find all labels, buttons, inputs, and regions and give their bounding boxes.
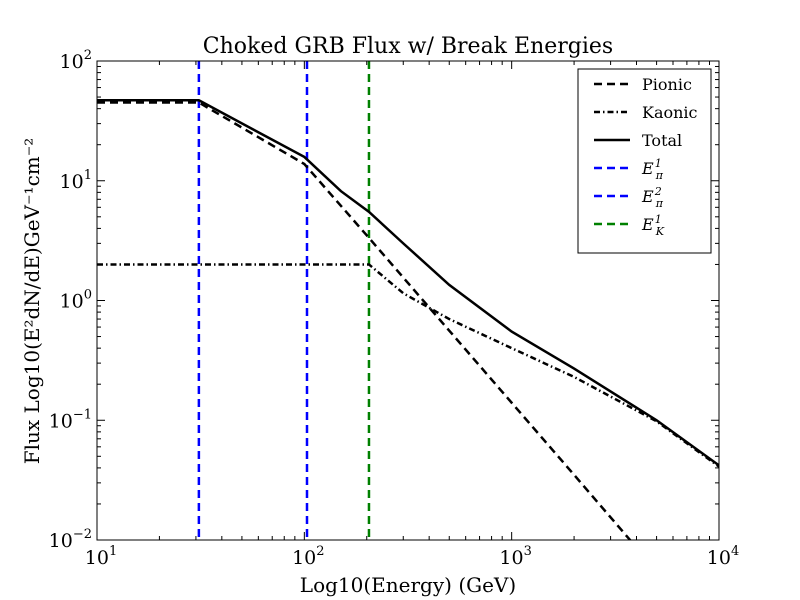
y-tick-label: 10−2	[49, 527, 92, 552]
y-tick-label: 10−1	[49, 407, 92, 432]
series-total-line	[97, 99, 719, 467]
legend-box	[577, 68, 712, 254]
legend-label: Kaonic	[642, 103, 698, 122]
axis-ticks: 101 102 103 104 102 101 100 10−1 10−2	[49, 48, 740, 569]
legend-label: Pionic	[642, 75, 692, 94]
series-lines	[97, 99, 719, 540]
y-axis-label: Flux Log10(E²dN/dE)GeV⁻¹cm⁻²	[20, 138, 44, 465]
y-tick-label: 101	[60, 168, 92, 193]
x-tick-label: 101	[85, 544, 117, 569]
x-tick-label: 104	[707, 544, 739, 569]
legend: Pionic Kaonic Total E1 π E2 π E1 K	[577, 68, 712, 254]
vertical-lines	[197, 61, 371, 540]
legend-label: E1 π	[641, 157, 664, 182]
x-axis-label: Log10(Energy) (GeV)	[300, 573, 516, 597]
legend-label: E2 π	[641, 185, 664, 210]
plot-frame	[96, 60, 720, 541]
x-tick-label: 103	[499, 544, 531, 569]
series-pionic-line	[97, 101, 632, 540]
x-tick-label: 102	[292, 544, 324, 569]
legend-label: E1 K	[641, 213, 665, 238]
chart-title: Choked GRB Flux w/ Break Energies	[203, 34, 613, 59]
y-tick-label: 102	[60, 48, 92, 73]
series-kaonic-line	[97, 263, 719, 468]
legend-label: Total	[642, 131, 682, 150]
y-tick-label: 100	[60, 288, 92, 313]
